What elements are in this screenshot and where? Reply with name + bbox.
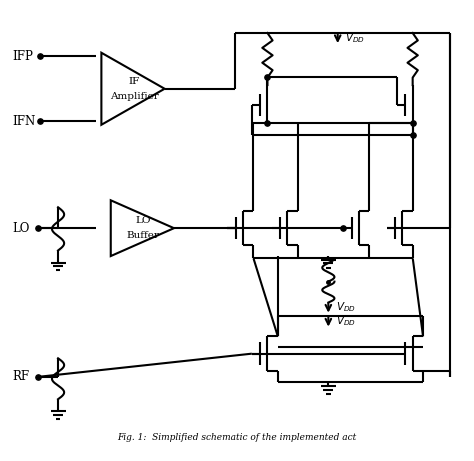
Text: $V_{DD}$: $V_{DD}$ [336, 300, 356, 314]
Text: LO: LO [136, 216, 151, 225]
Text: IFN: IFN [12, 115, 36, 128]
Text: Buffer: Buffer [127, 231, 160, 240]
Text: $V_{DD}$: $V_{DD}$ [345, 31, 365, 45]
Text: IFP: IFP [12, 50, 33, 63]
Text: $V_{DD}$: $V_{DD}$ [336, 314, 356, 328]
Text: Amplifier: Amplifier [109, 92, 158, 100]
Text: RF: RF [12, 370, 29, 384]
Text: Fig. 1:  Simplified schematic of the implemented act: Fig. 1: Simplified schematic of the impl… [118, 433, 356, 442]
Text: IF: IF [128, 77, 139, 86]
Text: LO: LO [12, 222, 29, 235]
